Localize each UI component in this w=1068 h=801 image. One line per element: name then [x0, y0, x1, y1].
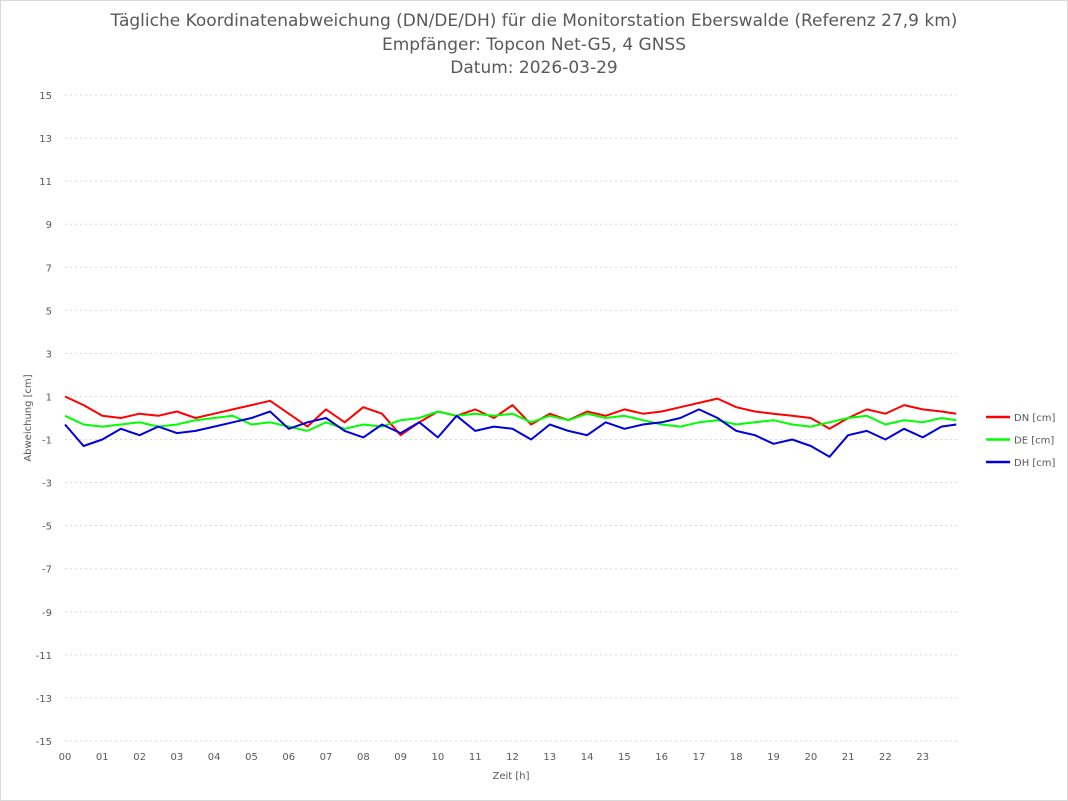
- x-tick-label: 20: [804, 752, 817, 763]
- x-tick-label: 04: [208, 752, 221, 763]
- y-tick-label: 5: [46, 306, 52, 317]
- chart-title-line-2: Empfänger: Topcon Net-G5, 4 GNSS: [381, 35, 687, 55]
- x-tick-label: 14: [581, 752, 594, 763]
- x-tick-label: 01: [96, 752, 109, 763]
- y-axis-ticks: 15 13 11 9 7 5 3 1 -1 -3 -5 -7 -9 -11 -13 -15: [36, 91, 52, 748]
- y-tick-label: -9: [42, 608, 52, 619]
- x-tick-label: 02: [133, 752, 146, 763]
- x-tick-label: 15: [618, 752, 631, 763]
- x-tick-label: 00: [59, 752, 72, 763]
- series-line-dn: [64, 395, 957, 437]
- y-tick-label: 13: [39, 134, 52, 145]
- y-tick-label: -13: [36, 694, 52, 705]
- x-tick-label: 21: [842, 752, 855, 763]
- chart-title-line-1: Tägliche Koordinatenabweichung (DN/DE/DH…: [110, 11, 958, 31]
- legend: DN [cm] DE [cm] DH [cm]: [986, 413, 1056, 469]
- legend-label: DE [cm]: [1014, 436, 1054, 447]
- y-tick-label: -3: [42, 479, 52, 490]
- series-group: [64, 395, 957, 458]
- x-tick-label: 16: [655, 752, 668, 763]
- y-tick-label: 3: [46, 349, 52, 360]
- y-tick-label: -15: [36, 737, 52, 748]
- x-axis-ticks: 00 01 02 03 04 05 06 07 08 09 10 11 12 13 14 15 16 17 18 19…: [59, 752, 929, 763]
- x-tick-label: 03: [171, 752, 184, 763]
- x-tick-label: 08: [357, 752, 370, 763]
- y-tick-label: -7: [42, 565, 52, 576]
- chart-title-line-3: Datum: 2026-03-29: [450, 58, 618, 78]
- x-tick-label: 13: [543, 752, 556, 763]
- x-tick-label: 12: [506, 752, 519, 763]
- y-tick-label: -11: [36, 651, 52, 662]
- y-tick-label: 1: [46, 392, 52, 403]
- x-tick-label: 22: [879, 752, 892, 763]
- legend-label: DN [cm]: [1014, 413, 1056, 424]
- x-tick-label: 11: [469, 752, 482, 763]
- y-tick-label: 7: [46, 263, 52, 274]
- y-tick-label: 11: [39, 177, 52, 188]
- grid: [65, 94, 960, 742]
- y-tick-label: -5: [42, 522, 52, 533]
- x-tick-label: 07: [320, 752, 333, 763]
- y-axis-title: Abweichung [cm]: [23, 374, 34, 461]
- x-tick-label: 23: [916, 752, 929, 763]
- legend-label: DH [cm]: [1014, 458, 1056, 469]
- x-tick-label: 06: [282, 752, 295, 763]
- series-line-de: [64, 410, 957, 432]
- x-tick-label: 17: [693, 752, 706, 763]
- x-axis-title: Zeit [h]: [492, 771, 529, 782]
- x-tick-label: 18: [730, 752, 743, 763]
- y-tick-label: 15: [39, 91, 52, 102]
- x-tick-label: 19: [767, 752, 780, 763]
- x-tick-label: 05: [245, 752, 258, 763]
- x-tick-label: 09: [394, 752, 407, 763]
- series-line-dh: [64, 408, 957, 458]
- y-tick-label: 9: [46, 220, 52, 231]
- y-tick-label: -1: [42, 436, 52, 447]
- x-tick-label: 10: [432, 752, 445, 763]
